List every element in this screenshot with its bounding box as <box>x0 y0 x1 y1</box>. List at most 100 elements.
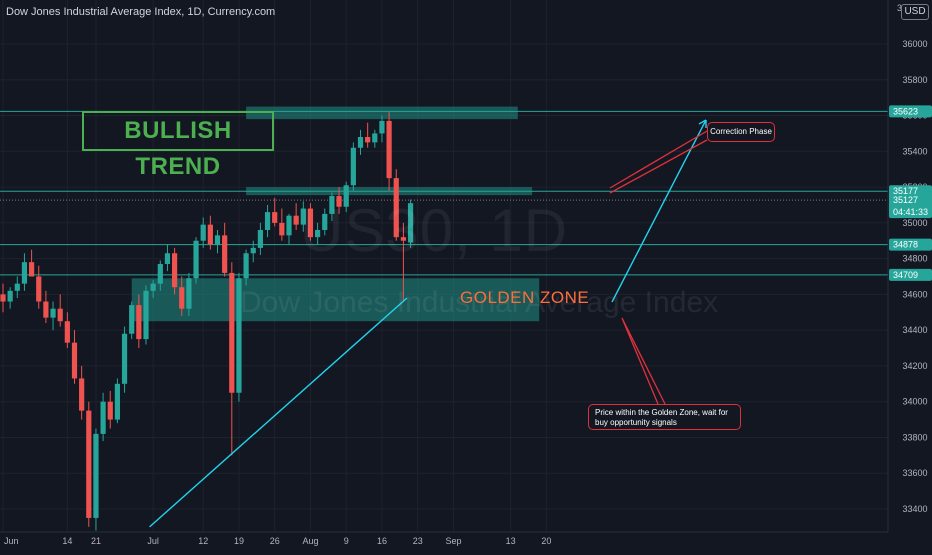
candle-body <box>43 301 49 318</box>
trendline <box>149 297 408 528</box>
x-tick-label: 19 <box>234 536 244 546</box>
candle-body <box>365 137 371 143</box>
price-label: 35127 <box>893 195 918 205</box>
candle-body <box>7 290 13 302</box>
price-axis[interactable]: 33400 33600 33800 34000 34200 34400 34600 34800… <box>887 0 932 532</box>
grid <box>0 0 888 532</box>
trendline-group <box>149 119 707 528</box>
candle-body <box>329 196 335 214</box>
candle-body <box>250 247 256 254</box>
countdown-label: 04:41:33 <box>893 207 928 217</box>
candle-body <box>143 290 149 340</box>
x-tick-label: 16 <box>377 536 387 546</box>
bullish-trend-label: BULLISH TREND <box>82 111 274 180</box>
x-tick-label: 13 <box>506 536 516 546</box>
y-tick-label: 34000 <box>902 397 927 407</box>
y-tick-label: 35400 <box>902 146 927 156</box>
candle-body <box>229 272 235 393</box>
candle-body <box>322 213 328 230</box>
candle-body <box>207 224 213 245</box>
candle-body <box>50 308 56 318</box>
arrow-head <box>698 119 707 128</box>
x-tick-label: 21 <box>91 536 101 546</box>
x-tick-label: Sep <box>445 536 461 546</box>
candle-body <box>129 305 135 334</box>
candle-body <box>172 253 178 288</box>
candle-body <box>293 215 299 225</box>
candle-body <box>407 203 414 243</box>
candle-body <box>79 378 85 411</box>
x-tick-label: 14 <box>62 536 72 546</box>
candle-body <box>272 212 278 223</box>
candle-body <box>315 230 321 238</box>
candle-body <box>186 278 192 309</box>
candle-body <box>86 410 92 518</box>
candle-body <box>14 283 20 291</box>
price-label: 35177 <box>893 186 918 196</box>
candle-body <box>257 230 263 248</box>
candle-body <box>57 308 63 322</box>
time-axis[interactable]: Jun 14 21 Jul 12 19 26 Aug 9 16 23 Sep 13 20 <box>0 531 888 546</box>
candle-body <box>300 208 306 225</box>
golden-zone-note: Price within the Golden Zone, wait for b… <box>588 404 741 430</box>
candle-body <box>393 178 399 238</box>
chart-title: Dow Jones Industrial Average Index, 1D, … <box>6 6 276 18</box>
watermark-symbol: US30, 1D <box>300 197 569 264</box>
callout-connector <box>621 317 666 405</box>
candle-body <box>222 235 228 273</box>
y-tick-label: 33400 <box>902 504 927 514</box>
candle-body <box>121 333 128 384</box>
y-tick-label: 36000 <box>902 39 927 49</box>
candle-body <box>100 401 106 434</box>
y-tick-label: 34400 <box>902 325 927 335</box>
x-tick-label: 9 <box>344 536 349 546</box>
price-zone <box>131 278 540 322</box>
candle-body <box>343 185 349 207</box>
candle-body <box>64 321 70 343</box>
candle-body <box>236 278 242 393</box>
candle-body <box>107 401 113 420</box>
currency-button[interactable]: USD <box>901 4 929 20</box>
y-tick-label: 34200 <box>902 361 927 371</box>
candle-body <box>400 237 406 241</box>
candle-body <box>114 383 120 420</box>
x-tick-label: Jul <box>147 536 159 546</box>
callout-connector <box>609 130 708 194</box>
y-tick-label: 34600 <box>902 289 927 299</box>
candle-body <box>157 263 163 284</box>
candle-body <box>150 283 156 291</box>
y-tick-label: 35800 <box>902 75 927 85</box>
candle-body <box>379 120 385 134</box>
candle-body <box>0 294 6 302</box>
y-tick-label: 33800 <box>902 432 927 442</box>
price-label: 34878 <box>893 240 918 250</box>
candle-body <box>350 147 356 186</box>
price-label-bg <box>889 194 932 219</box>
x-tick-label: 12 <box>198 536 208 546</box>
price-label-bg <box>889 105 932 118</box>
correction-phase-note: Correction Phase <box>707 122 775 142</box>
candle-body <box>357 137 364 148</box>
watermark-name: Dow Jones Industrial Average Index <box>240 286 719 319</box>
candle-body <box>36 276 42 302</box>
candle-body <box>264 212 271 230</box>
candle-body <box>93 433 99 518</box>
price-zone <box>246 106 518 120</box>
candle-body <box>307 208 314 238</box>
candle-body <box>214 235 221 245</box>
x-tick-label: 26 <box>270 536 280 546</box>
x-tick-label: Jun <box>4 536 19 546</box>
golden-zone-label: GOLDEN ZONE <box>460 288 590 307</box>
y-tick-label: 35000 <box>902 218 927 228</box>
candle-body <box>136 305 142 340</box>
callout-lines <box>609 130 708 405</box>
candle-body <box>279 222 285 236</box>
x-tick-label: 20 <box>541 536 551 546</box>
candle-body <box>193 240 199 279</box>
zones <box>131 106 540 322</box>
x-tick-label: 23 <box>413 536 423 546</box>
x-tick-label: Aug <box>302 536 318 546</box>
price-label: 34709 <box>893 270 918 280</box>
price-label-bg <box>889 238 932 251</box>
